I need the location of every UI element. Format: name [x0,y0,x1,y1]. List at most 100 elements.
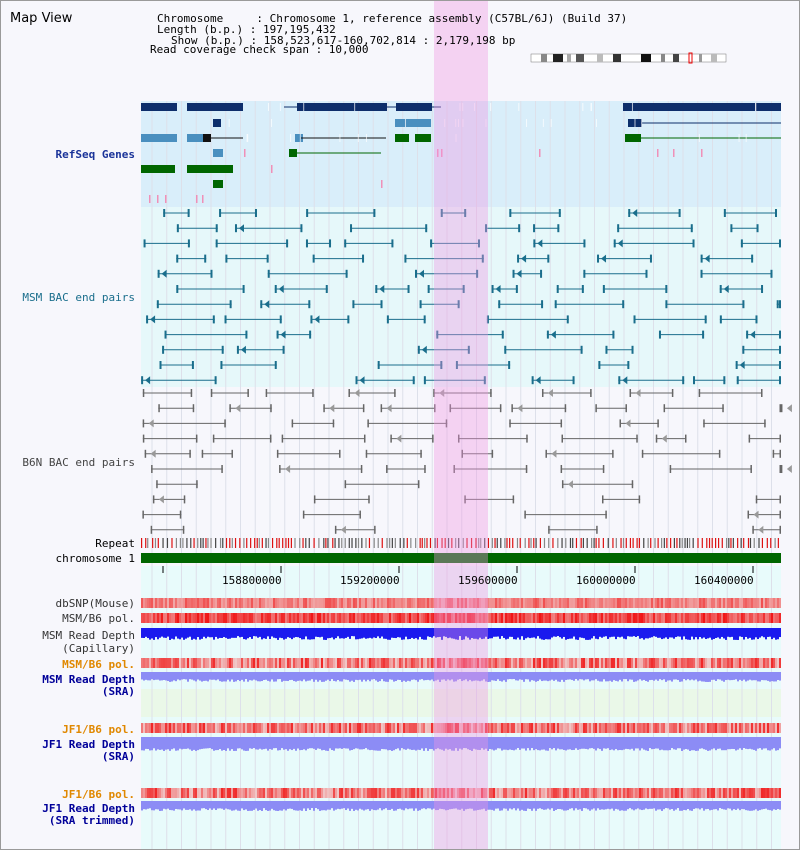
read-depth-bar [631,801,633,810]
read-depth-bar [567,737,569,750]
read-depth-bar [677,737,679,749]
read-depth-bar [601,801,603,810]
jf1-b6-pol-label: JF1/B6 pol. [62,723,135,736]
read-depth-bar [707,737,709,751]
polymorphism-cell [283,723,285,733]
read-depth-bar [437,801,439,811]
polymorphism-cell [563,788,565,798]
read-depth-bar [179,628,181,640]
polymorphism-cell [555,613,557,623]
polymorphism-cell [495,723,497,733]
read-depth-bar [371,737,373,750]
polymorphism-cell [393,788,395,798]
polymorphism-cell [569,788,571,798]
polymorphism-cell [367,723,369,733]
polymorphism-cell [289,613,291,623]
polymorphism-cell [625,723,627,733]
repeat-element [325,538,327,548]
repeat-element [256,538,258,548]
polymorphism-cell [313,598,315,608]
read-depth-bar [257,801,259,811]
polymorphism-cell [513,723,515,733]
read-depth-bar [503,672,505,681]
polymorphism-cell [715,613,717,623]
read-depth-bar [685,737,687,750]
repeat-element [258,538,260,548]
read-depth-bar [473,628,475,639]
read-depth-bar [511,672,513,680]
b6n-bac-arrow [150,449,156,458]
polymorphism-cell [599,598,601,608]
read-depth-bar [593,672,595,681]
polymorphism-cell [435,788,437,798]
read-depth-bar [167,801,169,809]
repeat-element [572,538,574,548]
polymorphism-cell [173,613,175,623]
polymorphism-cell [183,788,185,798]
polymorphism-cell [687,613,689,623]
b6n-bac-end [779,510,781,519]
polymorphism-cell [525,598,527,608]
repeat-element [650,538,652,548]
read-depth-bar [143,628,145,638]
read-depth-bar [161,801,163,811]
gene-block [213,180,223,188]
read-depth-bar [483,801,485,809]
polymorphism-cell [611,658,613,668]
msm-read-depth-sra-label: MSM Read Depth [42,673,135,686]
read-depth-bar [593,801,595,809]
read-depth-bar [761,737,763,750]
read-depth-bar [141,672,143,680]
polymorphism-cell [603,598,605,608]
polymorphism-cell [561,723,563,733]
b6n-bac-end [779,404,781,413]
read-depth-bar [579,672,581,680]
msm-bac-end [566,315,569,324]
read-depth-bar [703,801,705,811]
read-depth-bar [761,628,763,637]
polymorphism-cell [445,598,447,608]
read-depth-bar [145,737,147,749]
polymorphism-cell [301,723,303,733]
polymorphism-cell [341,658,343,668]
read-depth-bar [591,801,593,810]
polymorphism-cell [229,723,231,733]
msm-bac-arrow [622,376,628,385]
read-depth-bar [607,628,609,639]
exon-gap [550,119,552,127]
repeat-element [620,538,622,548]
polymorphism-cell [607,788,609,798]
read-depth-bar [163,672,165,681]
polymorphism-cell [189,598,191,608]
polymorphism-cell [381,788,383,798]
b6n-bac-arrow [439,389,445,397]
b6n-bac-end [779,525,781,534]
polymorphism-cell [585,598,587,608]
polymorphism-cell [677,658,679,668]
polymorphism-cell [513,613,515,623]
polymorphism-cell [779,598,781,608]
read-depth-bar [673,737,675,750]
polymorphism-cell [763,723,765,733]
polymorphism-cell [485,788,487,798]
read-depth-bar [619,737,621,750]
read-depth-bar [263,628,265,639]
polymorphism-cell [521,723,523,733]
read-depth-bar [565,801,567,811]
repeat-element [673,538,675,548]
msm-bac-end [693,376,696,385]
msm-bac-end [407,285,410,293]
repeat-element [647,538,649,548]
polymorphism-cell [477,723,479,733]
polymorphism-cell [425,723,427,733]
polymorphism-cell [665,613,667,623]
read-depth-bar [491,628,493,639]
read-depth-bar [489,628,491,639]
msm-bac-end [665,285,668,293]
read-depth-bar [291,672,293,680]
read-depth-bar [375,801,377,811]
polymorphism-cell [201,613,203,623]
read-depth-bar [625,672,627,680]
read-depth-bar [709,628,711,638]
